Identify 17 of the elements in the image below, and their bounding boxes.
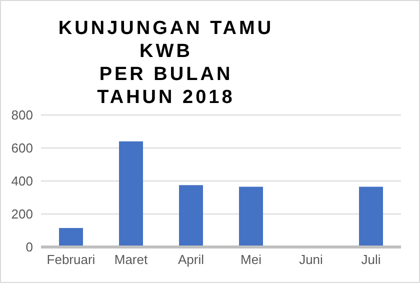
y-tick-label: 600 (11, 140, 33, 156)
x-tick-label: Juli (361, 252, 381, 268)
x-tick-label: Mei (240, 252, 262, 268)
x-tick-label: Maret (114, 252, 148, 268)
bar (59, 228, 83, 247)
y-tick-label: 400 (11, 174, 33, 189)
x-tick-label: April (178, 252, 204, 268)
bar (239, 186, 263, 247)
y-tick-label: 0 (26, 240, 33, 255)
bar (179, 185, 203, 247)
x-tick-label: Februari (46, 252, 96, 268)
y-tick-label: 800 (11, 108, 33, 123)
x-tick-label: Juni (299, 252, 324, 268)
bar (359, 186, 383, 247)
bar (119, 141, 143, 247)
y-tick-label: 200 (11, 206, 33, 222)
chart-title: KUNJUNGAN TAMU KWB PER BULAN TAHUN 2018 (57, 17, 275, 109)
